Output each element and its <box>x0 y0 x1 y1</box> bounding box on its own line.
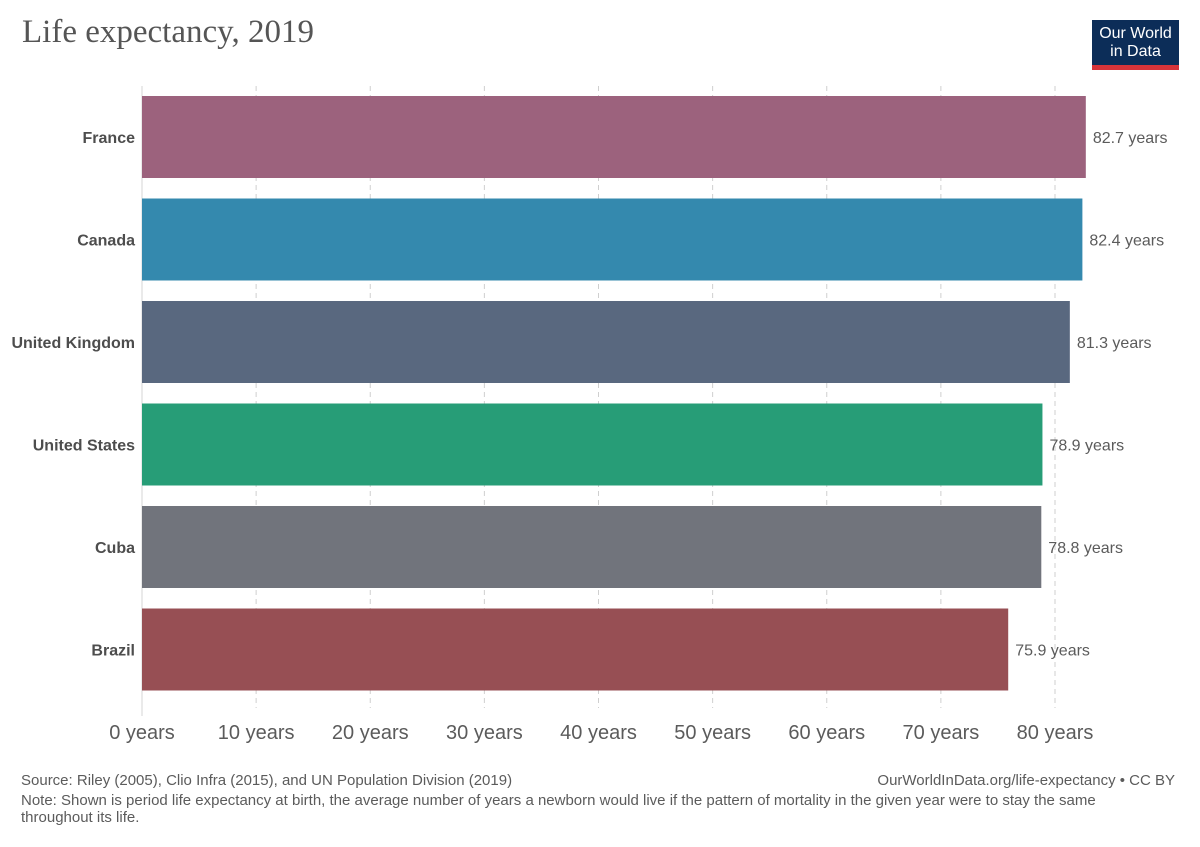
x-tick-label: 30 years <box>446 722 523 744</box>
x-tick-label: 80 years <box>1017 722 1094 744</box>
bar-united-kingdom <box>142 301 1070 383</box>
logo-text-line1: Our World <box>1099 25 1172 42</box>
category-label: United States <box>33 438 135 455</box>
x-tick-label: 50 years <box>674 722 751 744</box>
category-label: Canada <box>77 233 135 250</box>
note-text: Note: Shown is period life expectancy at… <box>21 792 1096 826</box>
bar-france <box>142 96 1086 178</box>
bar-united-states <box>142 403 1043 486</box>
logo-text-line2: in Data <box>1110 43 1161 60</box>
x-tick-label: 60 years <box>788 722 865 744</box>
category-label: France <box>83 130 136 147</box>
owid-logo[interactable]: Our World in Data <box>1092 20 1179 70</box>
value-label: 75.9 years <box>1015 643 1090 660</box>
value-label: 78.8 years <box>1048 540 1123 557</box>
grid-lines <box>141 86 1056 716</box>
value-label: 78.9 years <box>1049 438 1124 455</box>
value-label: 81.3 years <box>1077 335 1152 352</box>
x-tick-label: 0 years <box>109 722 175 744</box>
x-tick-label: 40 years <box>560 722 637 744</box>
chart-title: Life expectancy, 2019 <box>22 14 314 50</box>
value-label: 82.4 years <box>1089 233 1164 250</box>
bar-canada <box>142 198 1083 281</box>
category-label: United Kingdom <box>11 335 135 352</box>
labels: 0 years 10 years 20 years 30 years 40 years 5… <box>11 130 1167 744</box>
bars <box>142 96 1086 691</box>
bar-chart: 0 years 10 years 20 years 30 years 40 years 5… <box>11 86 1168 744</box>
value-label: 82.7 years <box>1093 130 1168 147</box>
x-tick-label: 20 years <box>332 722 409 744</box>
category-label: Cuba <box>95 540 135 557</box>
bar-cuba <box>142 506 1042 588</box>
bar-brazil <box>142 608 1009 691</box>
x-tick-label: 70 years <box>903 722 980 744</box>
source-text: Source: Riley (2005), Clio Infra (2015),… <box>21 772 513 789</box>
source-link[interactable]: OurWorldInData.org/life-expectancy • CC … <box>877 772 1175 789</box>
x-tick-label: 10 years <box>218 722 295 744</box>
category-label: Brazil <box>91 643 135 660</box>
